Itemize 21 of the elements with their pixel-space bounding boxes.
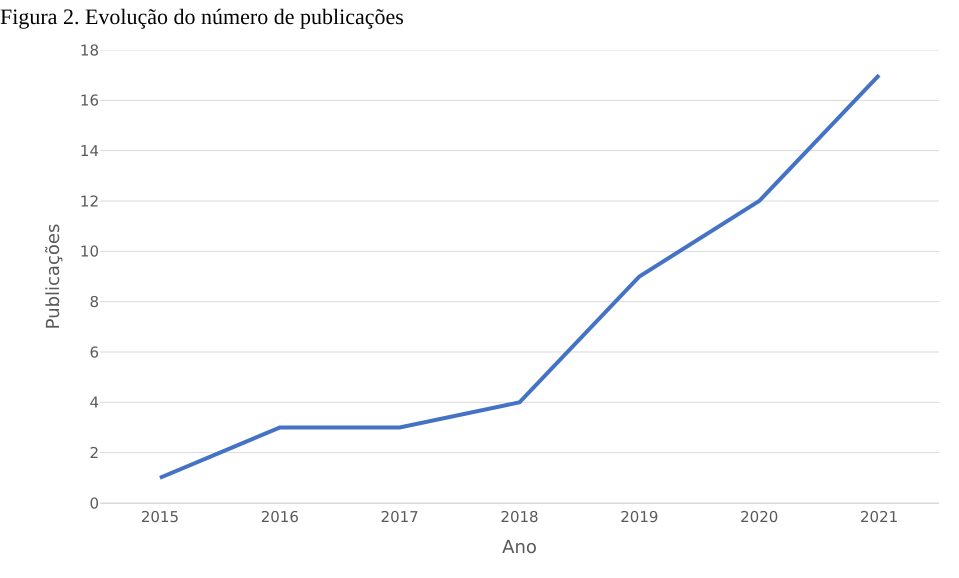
y-tick-label: 16	[80, 92, 99, 110]
x-tick-label: 2016	[260, 508, 299, 526]
y-tick-label: 10	[80, 242, 99, 261]
y-tick-label: 14	[80, 142, 99, 160]
y-tick-label: 18	[80, 41, 99, 60]
y-tick-label: 4	[89, 394, 99, 412]
x-tick-label: 2019	[620, 508, 658, 526]
x-tick-label: 2020	[740, 508, 778, 526]
x-axis-title: Ano	[502, 537, 537, 558]
y-tick-label: 0	[89, 494, 99, 512]
y-tick-label: 12	[80, 192, 99, 210]
y-axis-title: Publicações	[43, 224, 64, 330]
line-series	[158, 73, 882, 480]
chart-title: Figura 2. Evolução do número de publicações	[0, 4, 404, 30]
y-tick-label: 2	[89, 444, 99, 462]
x-tick-label: 2018	[500, 508, 539, 526]
y-tick-label: 6	[89, 343, 99, 362]
x-tick-label: 2021	[860, 508, 898, 526]
x-tick-label: 2017	[380, 508, 419, 526]
y-tick-label: 8	[89, 292, 99, 311]
x-tick-label: 2015	[140, 508, 180, 526]
